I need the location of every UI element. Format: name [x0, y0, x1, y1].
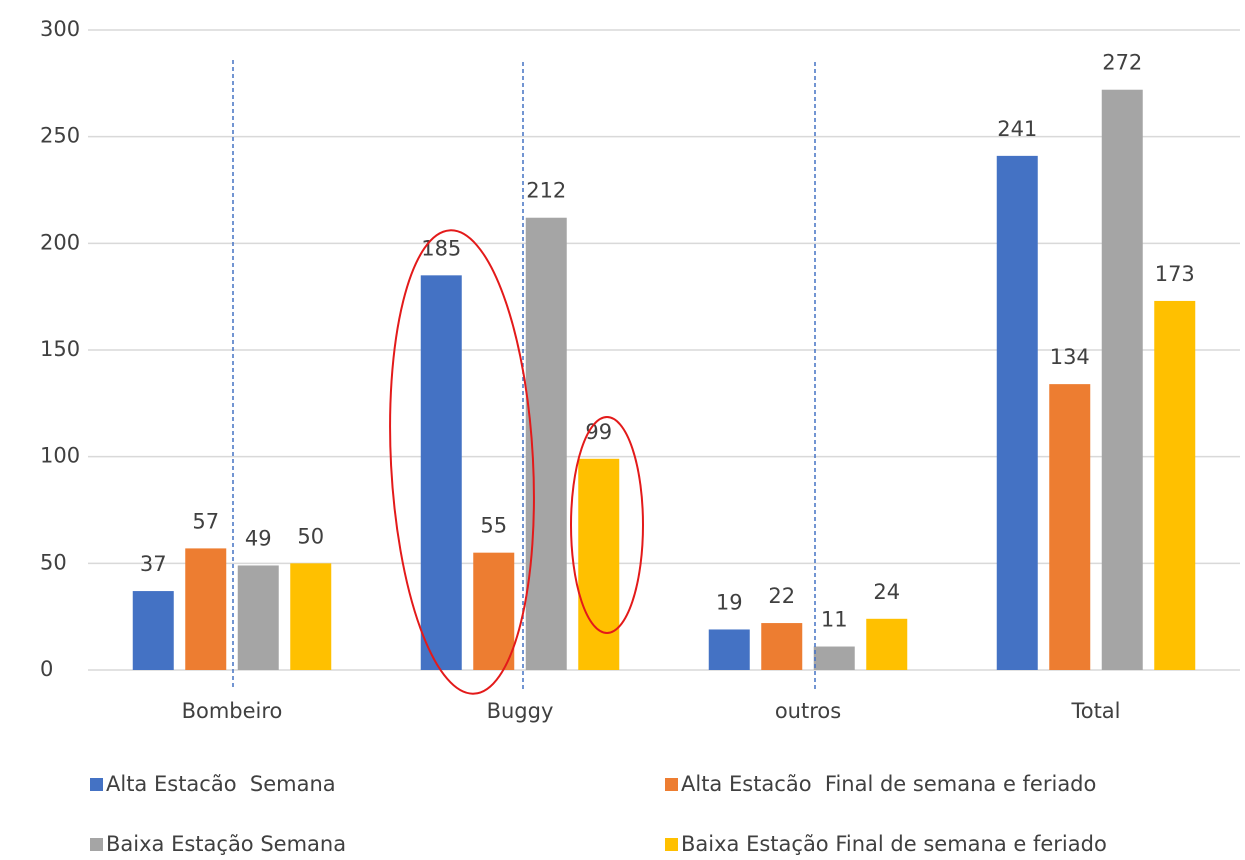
data-label: 55 [480, 514, 507, 538]
bar [290, 563, 332, 670]
plot-area: 0 50 100 150 200 250 300 Bombeiro 37 57 49 50 Buggy 1… [40, 17, 1240, 723]
data-label: 24 [873, 580, 900, 604]
bar [1101, 89, 1143, 670]
bar [578, 458, 620, 670]
data-label: 11 [821, 608, 848, 632]
data-label: 19 [716, 590, 743, 614]
y-tick-label: 50 [40, 550, 67, 574]
legend-swatch [665, 778, 678, 791]
y-tick-label: 100 [40, 444, 80, 468]
bar [866, 618, 908, 670]
y-tick-label: 150 [40, 337, 80, 361]
bar [1154, 300, 1196, 670]
highlight-ellipse [570, 416, 644, 634]
data-label: 212 [526, 179, 566, 203]
bar [1049, 384, 1091, 670]
legend-swatch [665, 838, 678, 851]
x-tick-label: outros [775, 699, 841, 723]
bar [813, 646, 855, 670]
legend-label: Baixa Estação Semana [106, 832, 346, 856]
data-label: 50 [297, 524, 324, 548]
legend-label: Baixa Estação Final de semana e feriado [681, 832, 1107, 856]
bar [473, 552, 515, 670]
y-tick-label: 0 [40, 657, 53, 681]
y-tick-label: 300 [40, 17, 80, 41]
legend-swatch [90, 838, 103, 851]
legend-swatch [90, 778, 103, 791]
legend-label: Alta Estacão Final de semana e feriado [681, 772, 1096, 796]
data-label: 57 [192, 509, 219, 533]
bar [185, 548, 227, 670]
bar [237, 565, 279, 670]
x-tick-label: Bombeiro [182, 699, 283, 723]
data-label: 241 [997, 117, 1037, 141]
bar [708, 629, 750, 670]
data-label: 49 [245, 526, 272, 550]
x-tick-label: Buggy [487, 699, 554, 723]
y-tick-label: 250 [40, 124, 80, 148]
x-tick-label: Total [1070, 699, 1120, 723]
data-label: 22 [768, 584, 795, 608]
data-label: 185 [421, 236, 461, 260]
bar [420, 275, 462, 670]
data-label: 272 [1102, 51, 1142, 75]
data-label: 37 [140, 552, 167, 576]
y-tick-label: 200 [40, 230, 80, 254]
bar [132, 591, 174, 670]
highlight-ellipse [389, 229, 535, 695]
bar [996, 155, 1038, 670]
legend-label: Alta Estacão Semana [106, 772, 336, 796]
bar [761, 623, 803, 670]
data-label: 173 [1155, 262, 1195, 286]
data-label: 134 [1050, 345, 1090, 369]
